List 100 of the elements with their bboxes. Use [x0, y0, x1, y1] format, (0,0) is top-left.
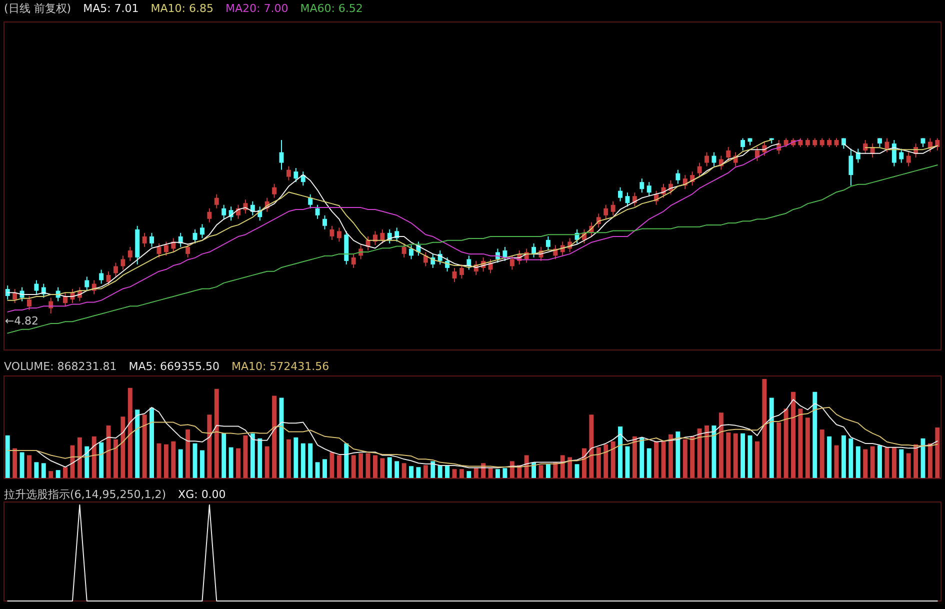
candlestick: [740, 138, 746, 151]
bar: [358, 453, 364, 478]
candlestick: [510, 255, 514, 270]
bar: [632, 436, 637, 478]
bar: [568, 457, 572, 478]
bar: [762, 378, 767, 478]
bar: [236, 448, 240, 478]
candlestick: [12, 288, 18, 304]
bar: [34, 462, 39, 478]
candlestick: [848, 148, 854, 186]
bar: [315, 462, 320, 478]
bar: [560, 455, 565, 478]
candlestick: [99, 269, 104, 284]
bar: [178, 449, 183, 478]
bar: [920, 438, 926, 478]
candlestick: [272, 183, 277, 198]
candlestick: [214, 194, 219, 209]
bar: [676, 431, 680, 478]
candlestick: [610, 200, 616, 216]
bar: [258, 438, 262, 478]
candlestick: [604, 204, 608, 220]
bar: [113, 439, 118, 478]
bar: [668, 434, 673, 478]
candlestick: [640, 178, 644, 194]
bar: [330, 452, 334, 478]
bar: [5, 435, 10, 478]
candlestick: [546, 236, 550, 251]
bar: [394, 461, 400, 478]
bar: [625, 446, 630, 478]
bar: [610, 441, 616, 478]
bar: [690, 436, 695, 478]
candlestick: [618, 186, 622, 202]
bar: [250, 433, 255, 478]
bar: [682, 439, 688, 478]
bar: [156, 443, 162, 478]
bar: [164, 444, 168, 478]
candlestick: [899, 148, 904, 164]
bar: [214, 388, 219, 478]
candlestick: [409, 244, 414, 260]
bar: [171, 441, 176, 478]
candlestick: [84, 276, 90, 292]
bar: [495, 469, 500, 478]
candlestick: [186, 242, 190, 258]
candlestick: [935, 138, 940, 151]
text: MA5: 669355.50: [128, 360, 220, 373]
bar: [589, 414, 594, 478]
bar: [546, 464, 550, 478]
candlestick: [459, 264, 464, 279]
candlestick: [351, 253, 356, 268]
candlestick: [308, 194, 313, 209]
bar: [222, 433, 226, 478]
bar: [538, 465, 544, 478]
text: MA60: 6.52: [300, 2, 363, 15]
text: MA10: 6.85: [150, 2, 214, 15]
bar: [798, 408, 803, 478]
candlestick: [164, 241, 168, 256]
bar: [718, 412, 724, 478]
bar: [524, 455, 529, 478]
chart-title: (日线 前复权): [4, 2, 72, 15]
series-label: XG: 0.00: [178, 488, 226, 501]
bar: [776, 422, 782, 478]
candlestick: [452, 267, 457, 282]
bar: [870, 446, 875, 478]
candlestick: [5, 284, 10, 300]
bar: [150, 408, 154, 478]
candlestick: [712, 152, 716, 167]
bar: [906, 453, 911, 478]
bar: [841, 435, 846, 478]
candlestick: [286, 166, 291, 181]
bar: [805, 418, 810, 478]
bar: [863, 449, 868, 478]
bar: [733, 433, 738, 478]
bar: [63, 467, 68, 478]
bar: [740, 433, 746, 478]
candlestick: [754, 146, 760, 162]
bar: [12, 448, 18, 478]
candlestick: [156, 242, 162, 258]
candlestick: [34, 280, 39, 295]
candlestick: [704, 152, 709, 167]
bar: [322, 459, 327, 478]
bar: [438, 465, 442, 478]
bar: [582, 448, 586, 478]
bar: [769, 398, 774, 478]
candlestick: [222, 204, 226, 220]
candlestick: [142, 232, 147, 248]
annotation: ←4.82: [4, 314, 39, 328]
bar: [186, 429, 190, 478]
candlestick: [200, 224, 204, 239]
bar: [344, 443, 349, 478]
bar: [120, 416, 126, 478]
bar: [402, 463, 406, 478]
candlestick: [625, 192, 630, 208]
bar: [372, 455, 378, 478]
bar: [56, 470, 60, 478]
candlestick: [423, 252, 428, 267]
candlestick: [315, 204, 320, 220]
bar: [452, 469, 457, 478]
candlestick: [330, 225, 334, 240]
candlestick: [336, 227, 342, 242]
candlestick: [502, 246, 508, 262]
